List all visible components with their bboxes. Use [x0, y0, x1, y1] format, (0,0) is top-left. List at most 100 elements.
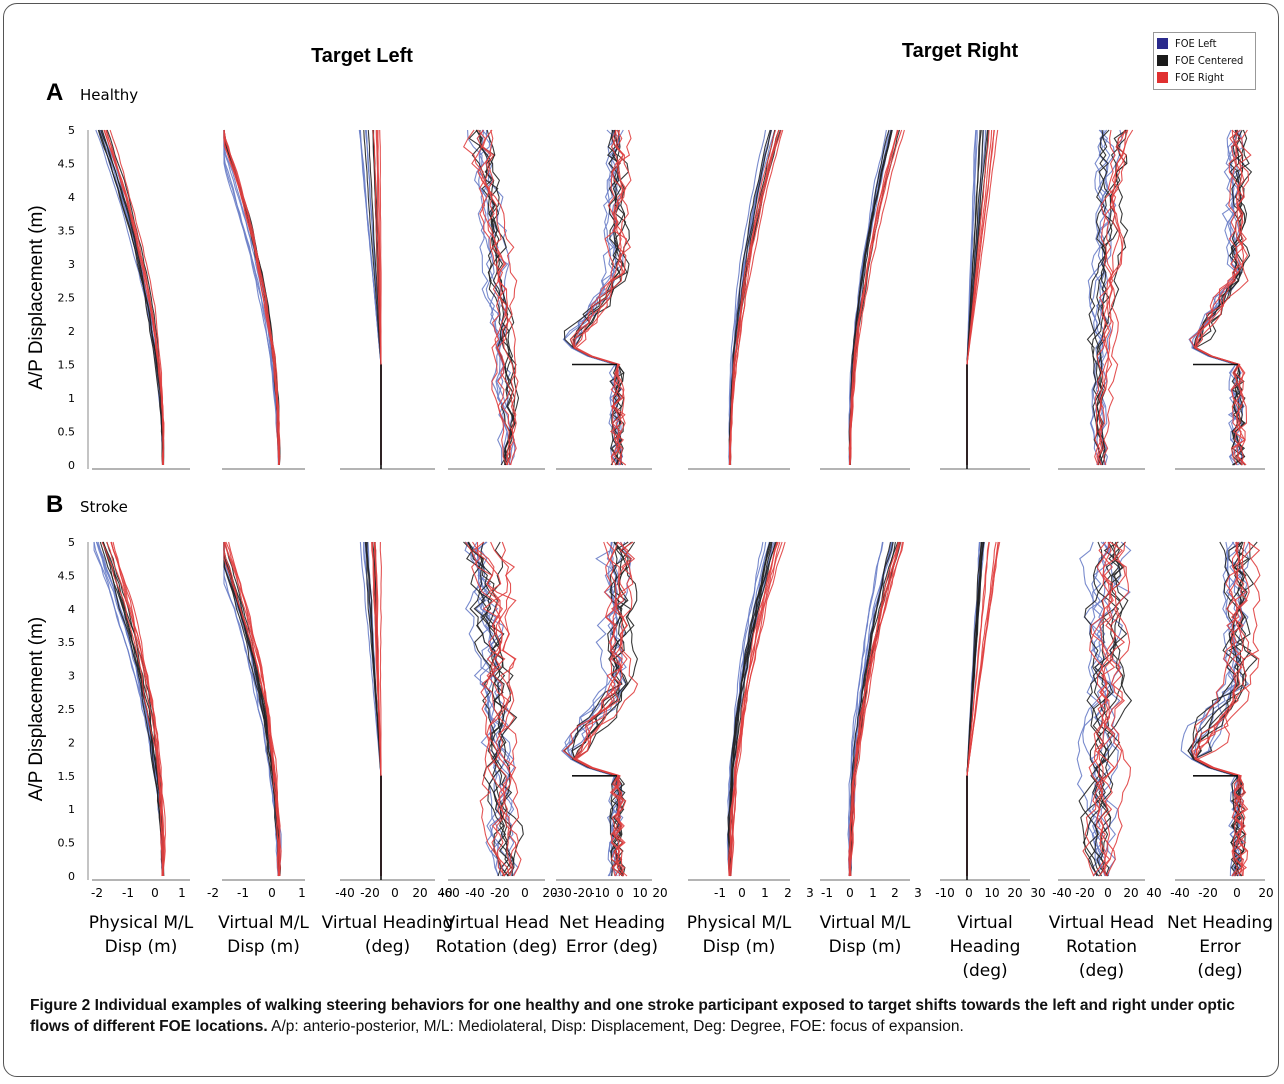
trace-line	[728, 129, 780, 466]
trace-line	[848, 129, 887, 466]
caption-body: A/p: anterio-posterior, M/L: Mediolatera…	[267, 1018, 964, 1035]
x-tick-label: -20	[1198, 886, 1218, 900]
legend: FOE Left FOE Centered FOE Right	[1153, 32, 1256, 90]
x-axis-label: Virtual Heading	[322, 913, 454, 933]
x-tick-label: -2	[207, 886, 219, 900]
legend-label-foe-right: FOE Right	[1175, 70, 1224, 84]
caption-title: Figure 2 Individual examples of walking …	[30, 997, 1235, 1035]
legend-swatch-foe-left	[1157, 37, 1168, 49]
trace-line	[223, 130, 280, 466]
x-tick-label: 0	[391, 886, 399, 900]
x-axis-label: Virtual	[957, 913, 1013, 933]
y-tick-label: 4.5	[58, 158, 76, 171]
y-tick-label: 4	[68, 603, 75, 616]
trace-line	[485, 129, 509, 466]
x-tick-label: 1	[178, 886, 186, 900]
x-axis-label: (deg)	[1197, 961, 1242, 981]
trace-line	[1097, 129, 1134, 466]
trace-line	[101, 129, 164, 466]
trace-line	[1195, 129, 1252, 466]
trace-line	[102, 541, 165, 877]
trace-line	[223, 130, 280, 466]
trace-line	[223, 129, 280, 465]
x-tick-label: 10	[984, 886, 999, 900]
trace-line	[98, 129, 164, 466]
x-axis-label: (deg)	[962, 961, 1007, 981]
legend-swatch-foe-centered	[1157, 54, 1168, 66]
trace-line	[100, 129, 164, 465]
legend-swatch-foe-right	[1157, 71, 1168, 83]
trace-line	[1196, 541, 1261, 877]
x-axis-label: Heading	[950, 937, 1021, 957]
legend-item-foe-left: FOE Left	[1157, 36, 1216, 50]
trace-line	[471, 542, 513, 877]
trace-line	[223, 130, 280, 466]
y-tick-label: 0	[68, 870, 75, 883]
x-tick-label: 10	[632, 886, 647, 900]
trace-line	[223, 130, 280, 466]
trace-line	[102, 541, 164, 877]
trace-line	[223, 129, 280, 466]
x-tick-label: 2	[891, 886, 899, 900]
figure-caption: Figure 2 Individual examples of walking …	[30, 995, 1255, 1037]
trace-line	[728, 541, 786, 877]
x-tick-label: -10	[590, 886, 610, 900]
trace-line	[1191, 129, 1245, 466]
trace-line	[486, 541, 516, 877]
x-tick-label: 20	[412, 886, 427, 900]
trace-line	[573, 129, 632, 466]
y-tick-label: 3.5	[58, 225, 76, 238]
y-tick-label: 0.5	[58, 426, 76, 439]
trace-line	[223, 129, 281, 466]
trace-line	[848, 541, 904, 877]
group-title-target-right: Target Right	[902, 40, 1019, 62]
trace-line	[223, 542, 280, 877]
trace-line	[729, 129, 771, 466]
x-axis-label: Virtual Head	[1049, 913, 1154, 933]
y-tick-label: 4	[68, 191, 75, 204]
trace-line	[1193, 129, 1253, 466]
x-tick-label: -20	[490, 886, 510, 900]
trace-line	[729, 541, 783, 877]
trace-line	[223, 130, 280, 466]
x-tick-label: -30	[552, 886, 572, 900]
trace-line	[481, 541, 522, 877]
x-tick-label: -40	[1170, 886, 1190, 900]
x-tick-label: 2	[784, 886, 792, 900]
trace-line	[223, 130, 281, 466]
trace-line	[575, 541, 639, 877]
y-axis-label: A/P Displacement (m)	[26, 617, 47, 801]
trace-line	[729, 129, 776, 466]
trace-line	[966, 541, 983, 876]
trace-line	[472, 541, 520, 877]
y-tick-label: 2	[68, 736, 75, 749]
trace-line	[100, 129, 164, 466]
legend-item-foe-centered: FOE Centered	[1157, 53, 1243, 67]
trace-line	[223, 130, 279, 466]
x-tick-label: 20	[1258, 886, 1273, 900]
trace-line	[563, 541, 629, 877]
y-tick-label: 5	[68, 124, 75, 137]
trace-line	[1092, 541, 1117, 877]
trace-line	[728, 129, 784, 466]
panel-letter-a: A	[46, 79, 63, 106]
y-tick-label: 3	[68, 258, 75, 271]
x-tick-label: 0	[151, 886, 159, 900]
y-tick-label: 1	[68, 803, 75, 816]
trace-line	[223, 129, 280, 466]
trace-line	[467, 129, 506, 465]
x-tick-label: 0	[1104, 886, 1112, 900]
x-tick-label: 3	[914, 886, 922, 900]
x-tick-label: 20	[652, 886, 667, 900]
x-axis-label: Net Heading	[1167, 913, 1273, 933]
trace-line	[463, 129, 519, 466]
trace-line	[1192, 541, 1260, 877]
legend-label-foe-centered: FOE Centered	[1175, 53, 1244, 67]
trace-line	[1092, 541, 1118, 877]
x-tick-label: -40	[335, 886, 355, 900]
trace-line	[101, 541, 164, 877]
x-tick-label: 20	[542, 886, 557, 900]
x-tick-label: 1	[869, 886, 877, 900]
x-axis-label: Virtual Head	[444, 913, 549, 933]
x-axis-label: Physical M/L	[687, 913, 792, 933]
